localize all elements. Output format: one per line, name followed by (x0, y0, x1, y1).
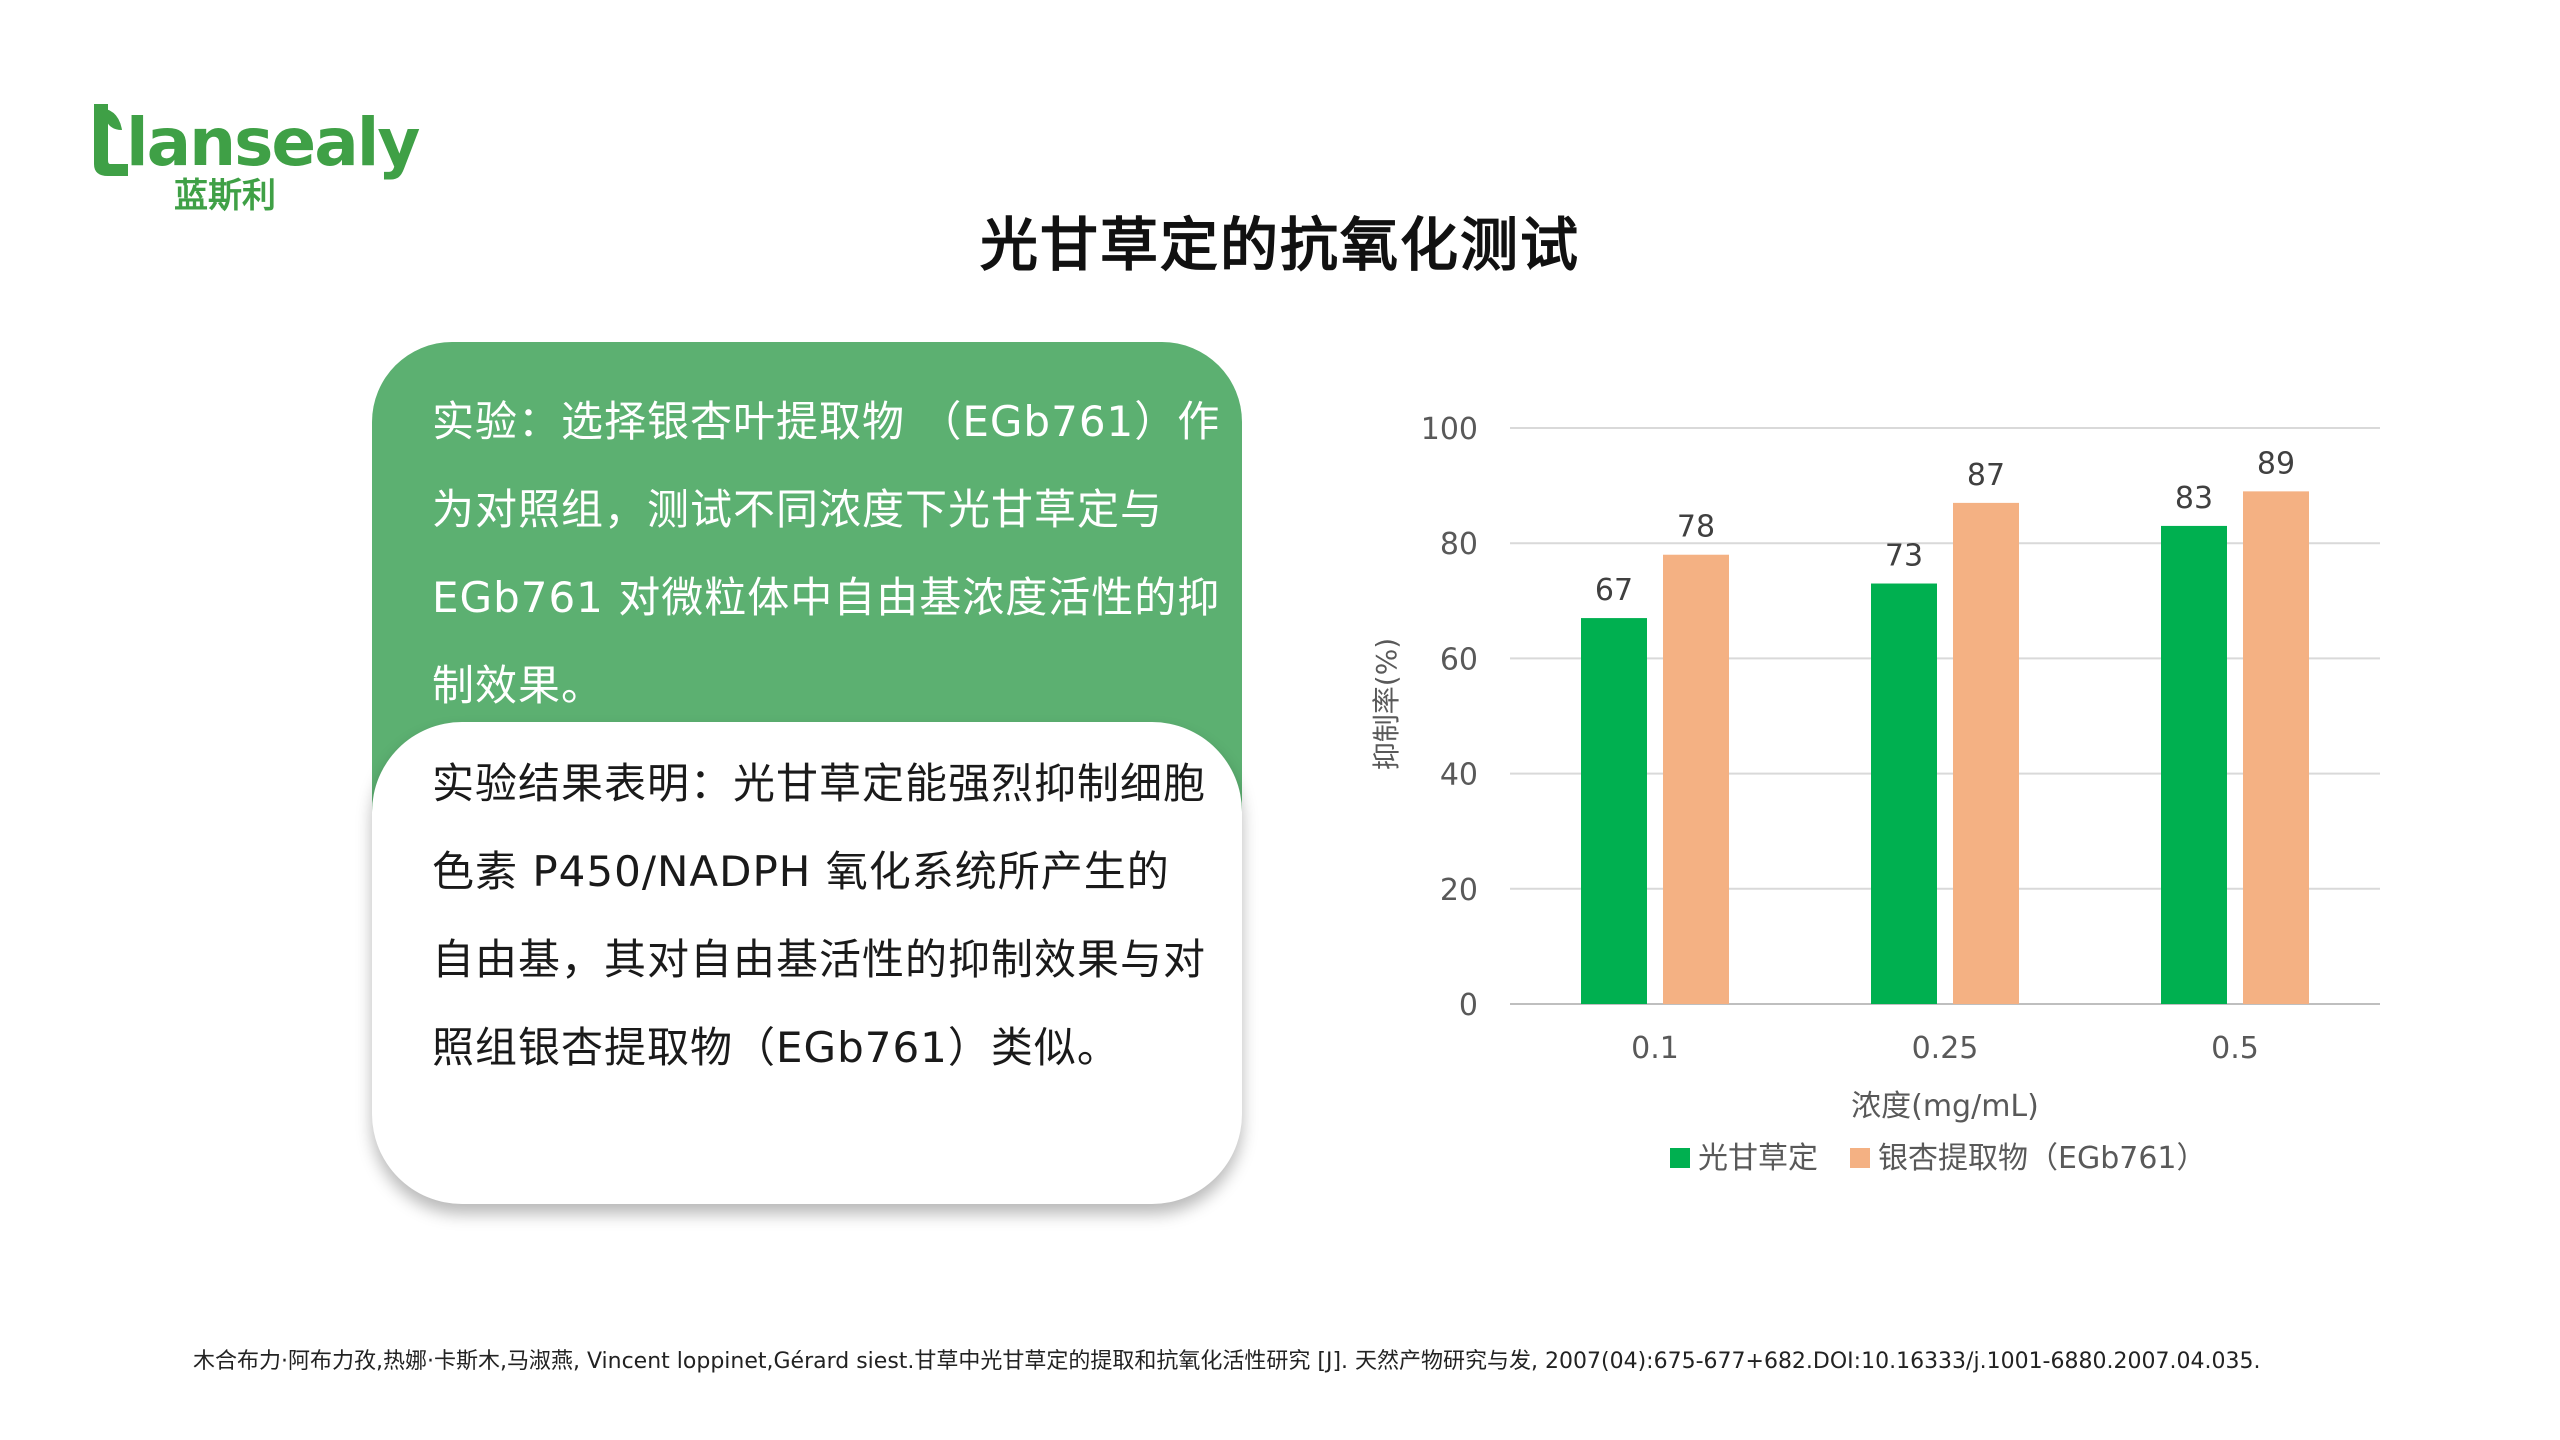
data-label: 89 (2257, 446, 2295, 481)
bar (1581, 618, 1647, 1004)
brand-logo: lansealy 蓝斯利 (88, 100, 420, 220)
bar (2243, 491, 2309, 1004)
result-card (372, 722, 1242, 1204)
legend-label: 银杏提取物（EGb761） (1878, 1141, 2207, 1176)
data-label: 67 (1595, 573, 1633, 608)
x-tick-label: 0.1 (1631, 1031, 1679, 1066)
y-tick-label: 100 (1421, 412, 1478, 447)
bar (1663, 554, 1729, 1004)
page-title: 光甘草定的抗氧化测试 (979, 211, 1580, 279)
x-tick-label: 0.25 (1912, 1031, 1979, 1066)
logo-wordmark: lansealy (126, 104, 420, 181)
y-axis-label: 抑制率(%) (1370, 638, 1403, 770)
bar (1871, 583, 1937, 1004)
experiment-text: 实验：选择银杏叶提取物 （EGb761）作为对照组，测试不同浓度下光甘草定与 E… (432, 397, 1221, 710)
legend-swatch (1850, 1148, 1870, 1168)
y-tick-label: 0 (1459, 988, 1478, 1023)
bar (1953, 502, 2019, 1004)
logo-subtitle: 蓝斯利 (174, 176, 276, 216)
result-text: 实验结果表明：光甘草定能强烈抑制细胞色素 P450/NADPH 氧化系统所产生的… (432, 759, 1207, 1072)
legend-label: 光甘草定 (1698, 1141, 1818, 1176)
y-tick-label: 20 (1440, 873, 1478, 908)
data-label: 83 (2175, 481, 2213, 516)
citation: 木合布力·阿布力孜,热娜·卡斯木,马淑燕, Vincent loppinet,G… (193, 1349, 2261, 1374)
y-tick-label: 60 (1440, 642, 1478, 677)
bar (2161, 525, 2227, 1004)
data-label: 73 (1885, 539, 1923, 574)
logo-leaf-icon (94, 104, 128, 176)
y-tick-label: 80 (1440, 527, 1478, 562)
x-axis-label: 浓度(mg/mL) (1851, 1089, 2039, 1124)
data-label: 78 (1677, 510, 1715, 545)
data-label: 87 (1967, 458, 2005, 493)
y-tick-label: 40 (1440, 758, 1478, 793)
bar-chart: 0 20 40 60 80 100 67 78 0.1 73 87 0.25 83 89 0.5 浓度(mg/… (1370, 412, 2380, 1176)
legend-swatch (1670, 1148, 1690, 1168)
x-tick-label: 0.5 (2211, 1031, 2259, 1066)
